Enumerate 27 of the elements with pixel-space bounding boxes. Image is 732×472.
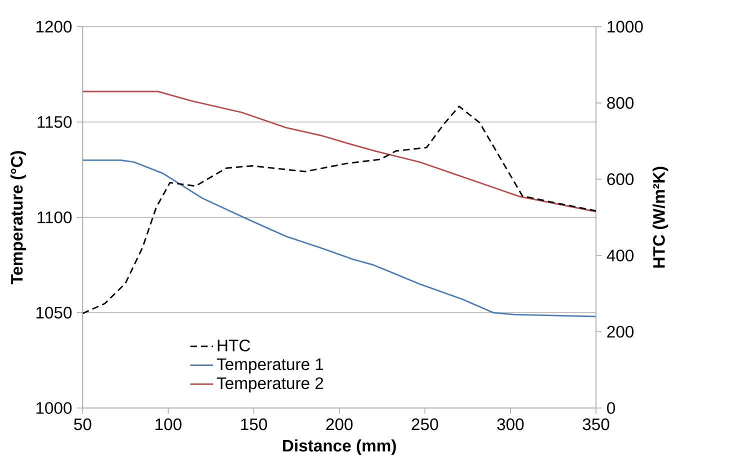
y-axis-title: Temperature (°C) xyxy=(10,151,26,284)
y-tick-label: 1100 xyxy=(38,211,72,224)
y-tick-label: 1150 xyxy=(38,116,72,128)
y2-axis-title: HTC (W/m²K) xyxy=(652,166,668,268)
y-tick-label: 1200 xyxy=(36,20,72,33)
y-tick-label: 1050 xyxy=(36,306,72,319)
y-tick-label: 1000 xyxy=(36,402,72,414)
x-tick-label: 100 xyxy=(156,418,182,430)
line-series xyxy=(82,159,596,318)
y2-tick-label: 800 xyxy=(607,97,634,109)
y2-tick-label: 600 xyxy=(607,173,634,186)
x-tick-label: 350 xyxy=(582,418,610,430)
x-tick-label: 150 xyxy=(241,418,268,430)
y2-tick-label: 400 xyxy=(606,250,634,262)
y2-tick-label: 1000 xyxy=(608,20,643,33)
y2-tick-label: 0 xyxy=(607,402,616,414)
legend-label: Temperature 1 xyxy=(216,358,324,374)
y2-tick-label: 200 xyxy=(607,326,634,338)
legend-label: HTC xyxy=(218,340,250,352)
x-tick-label: 200 xyxy=(326,418,353,430)
line-series xyxy=(82,106,596,314)
x-axis-title: Distance (mm) xyxy=(283,439,396,455)
x-tick-label: 250 xyxy=(412,418,438,430)
legend-label: Temperature 2 xyxy=(216,377,324,392)
line-series xyxy=(82,90,596,212)
x-tick-label: 50 xyxy=(74,418,92,430)
x-tick-label: 300 xyxy=(497,418,524,430)
